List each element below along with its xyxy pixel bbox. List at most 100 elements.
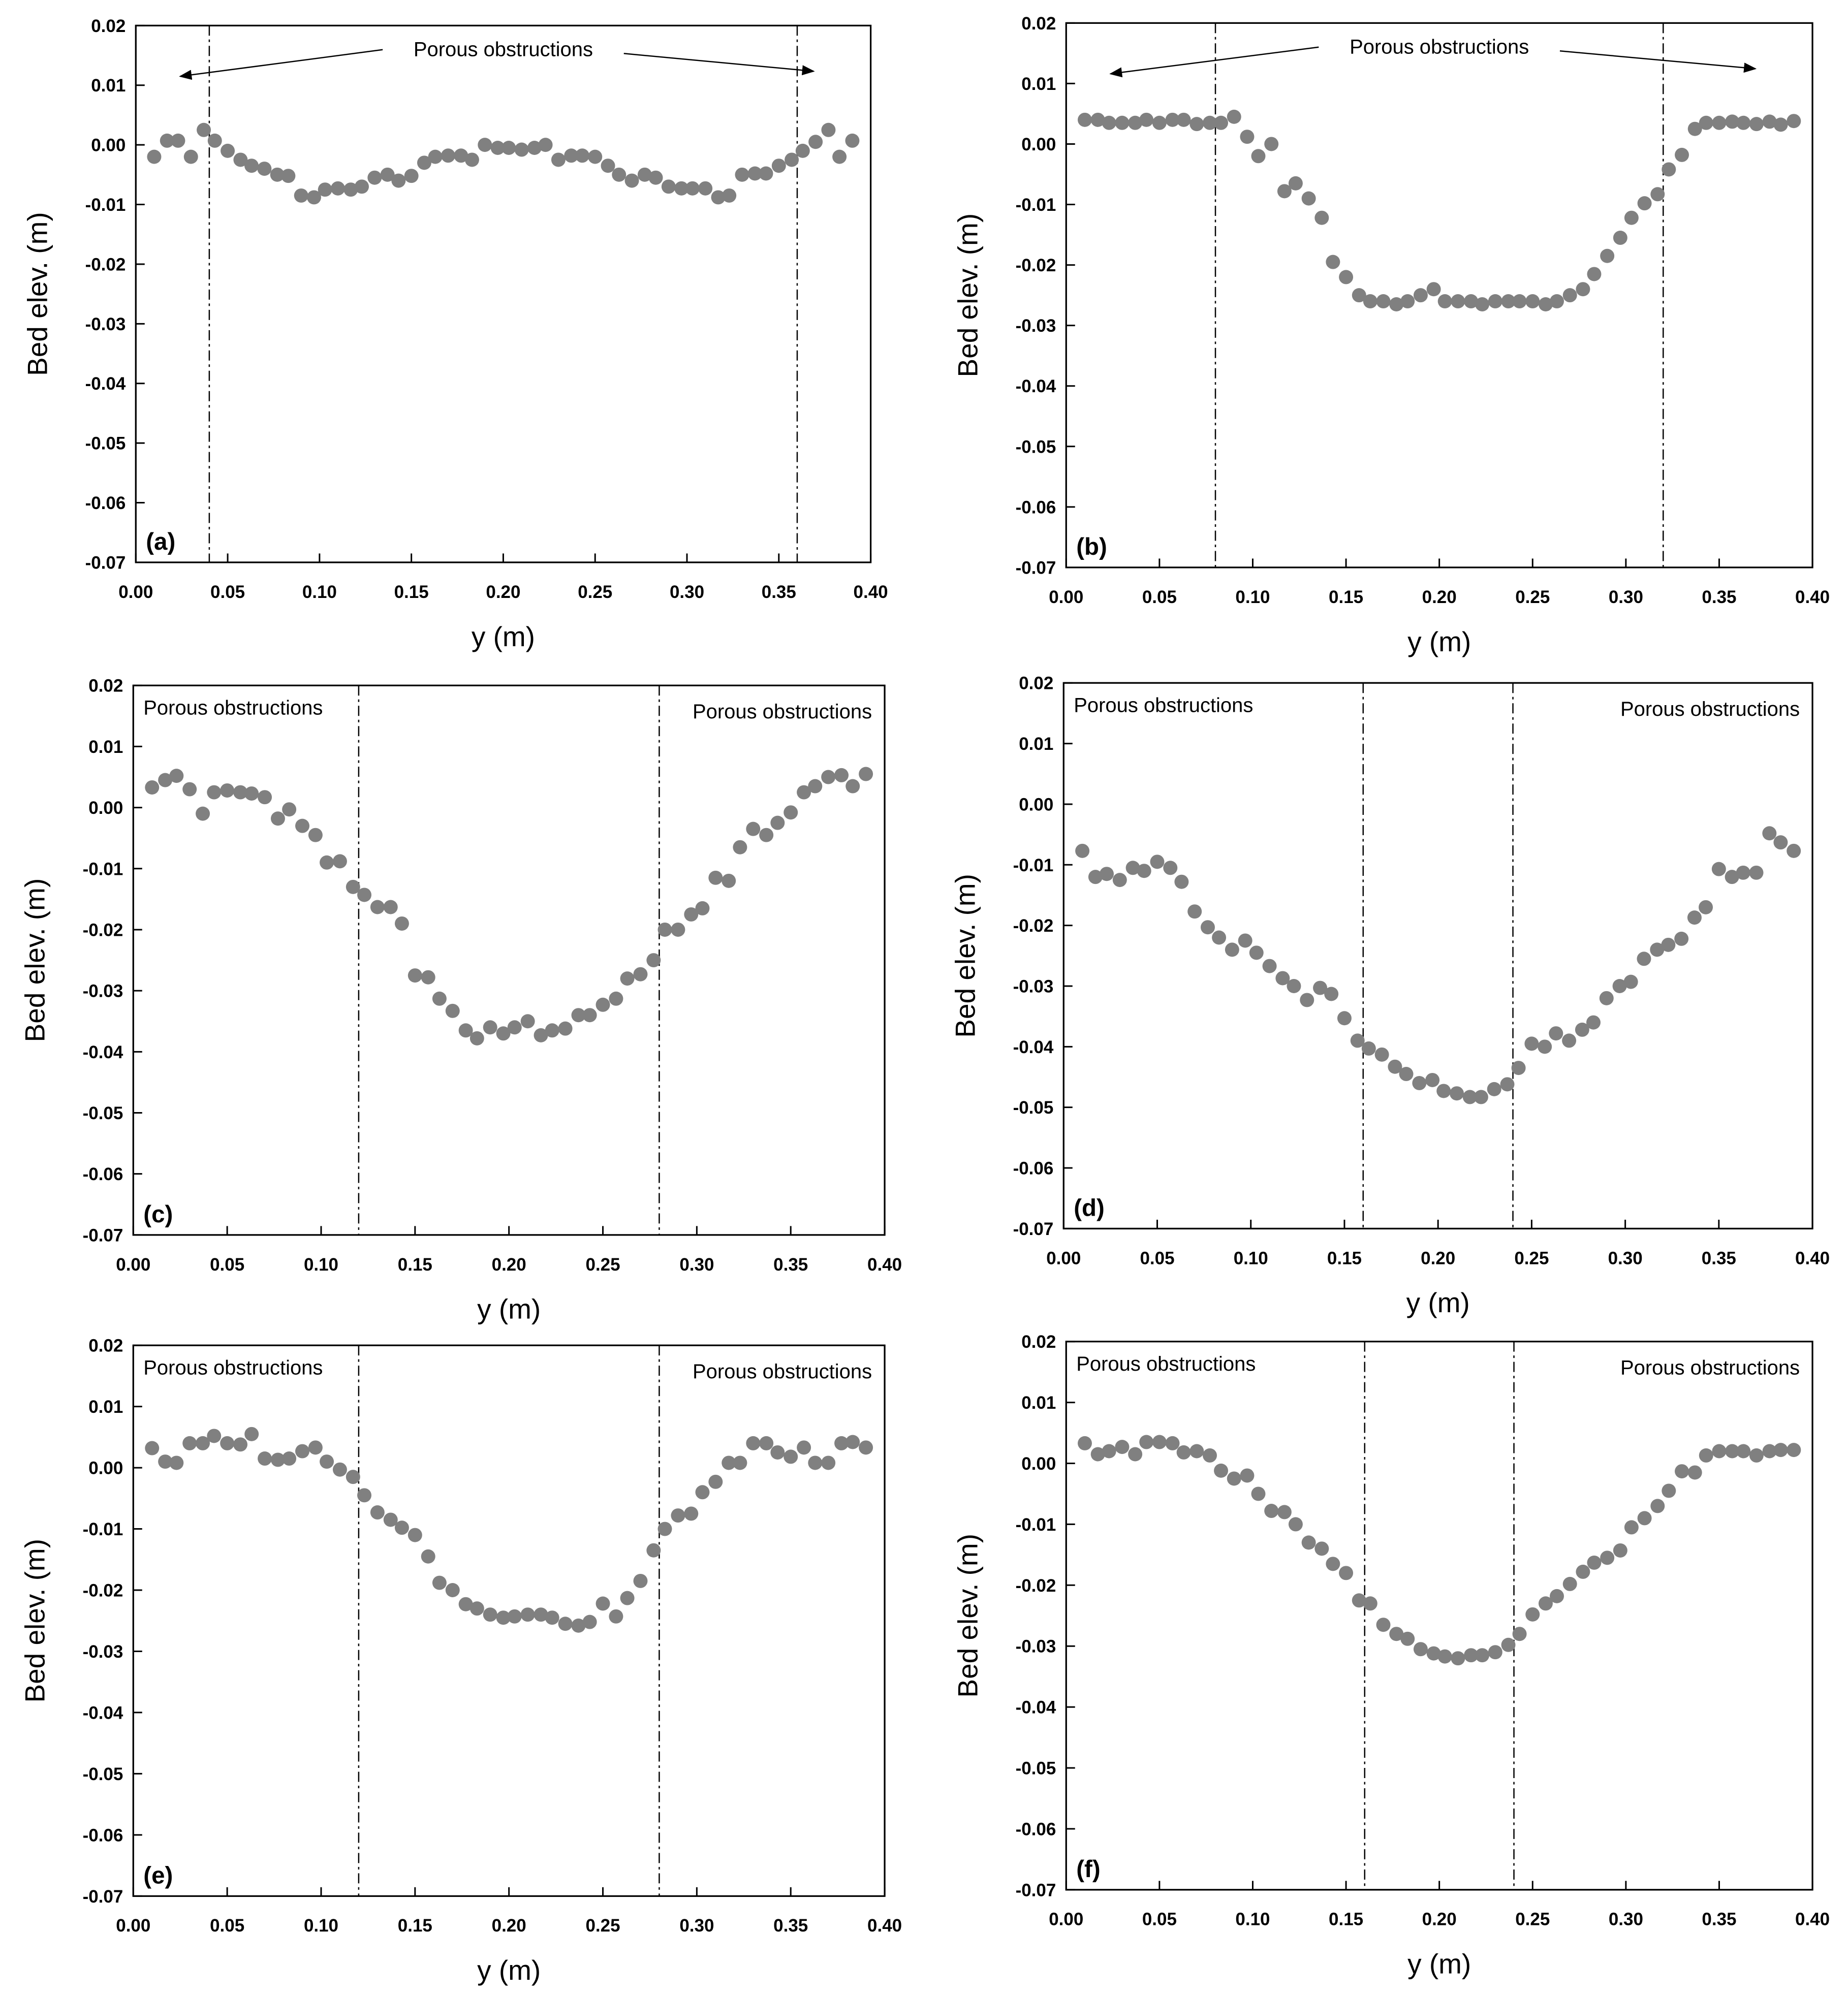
y-tick-label: -0.04	[1013, 1037, 1054, 1057]
point	[1587, 1555, 1602, 1570]
point	[1125, 861, 1140, 875]
y-tick-label: -0.01	[1016, 195, 1056, 215]
point	[695, 1485, 710, 1500]
annotation: Porous obstructions	[693, 1360, 872, 1383]
point	[1277, 1505, 1292, 1520]
y-tick-label: 0.01	[1021, 1393, 1056, 1413]
y-tick-label: 0.02	[1021, 1332, 1056, 1352]
x-tick-label: 0.00	[1046, 1248, 1081, 1268]
point	[1363, 294, 1377, 309]
point	[496, 1026, 511, 1041]
point	[1339, 1566, 1354, 1580]
annotation-arrow	[179, 49, 383, 80]
y-tick-label: -0.06	[1013, 1159, 1054, 1179]
point	[1102, 115, 1116, 130]
point	[257, 162, 272, 176]
point	[454, 148, 468, 163]
point	[1623, 974, 1638, 989]
panel: 0.00 0.05 0.10 0.15 0.20 0.25 0.30 0.35 0.40 0.02…	[952, 14, 1830, 657]
point	[1426, 1646, 1441, 1661]
point	[1538, 297, 1553, 311]
point	[1361, 1041, 1376, 1056]
point	[633, 1573, 648, 1588]
y-tick-label: -0.07	[83, 1887, 123, 1907]
point	[1464, 294, 1479, 309]
x-tick-label: 0.35	[1702, 1910, 1736, 1929]
point	[318, 182, 332, 197]
point	[1115, 1440, 1130, 1454]
point	[1165, 1436, 1180, 1450]
point	[1613, 1543, 1627, 1558]
y-tick-label: -0.05	[1013, 1098, 1054, 1118]
y-tick-label: 0.02	[88, 1336, 123, 1356]
point	[391, 173, 406, 188]
point	[421, 970, 435, 985]
point	[1575, 1022, 1589, 1037]
point	[545, 1610, 559, 1625]
y-tick-label: -0.06	[1016, 497, 1056, 517]
point	[571, 1618, 586, 1633]
annotation-arrow	[623, 53, 815, 76]
point	[1102, 1444, 1116, 1459]
x-tick-label: 0.40	[1795, 1910, 1830, 1929]
point	[1749, 117, 1764, 132]
x-tick-label: 0.35	[773, 1916, 808, 1936]
point	[1474, 1090, 1488, 1104]
point	[671, 922, 685, 937]
point	[171, 133, 185, 148]
plot-frame	[1065, 22, 1813, 568]
point	[1100, 867, 1114, 881]
y-tick-label: -0.02	[83, 920, 123, 940]
point	[383, 900, 398, 914]
point	[1203, 115, 1217, 130]
point	[1090, 1447, 1105, 1462]
y-tick-label: -0.03	[1016, 316, 1056, 336]
point	[1736, 1444, 1751, 1459]
x-tick-label: 0.05	[1140, 1248, 1174, 1268]
x-tick-label: 0.05	[1142, 587, 1177, 607]
point	[445, 1003, 460, 1018]
point	[1088, 870, 1103, 884]
point	[1773, 117, 1788, 132]
point	[160, 133, 174, 148]
point	[507, 1609, 522, 1624]
point	[145, 780, 160, 795]
y-tick-label: 0.01	[88, 1397, 123, 1417]
plot-frame	[135, 24, 872, 563]
point	[380, 167, 395, 182]
point	[1501, 294, 1516, 309]
point	[1624, 210, 1639, 225]
point	[1637, 196, 1652, 211]
y-tick-label: -0.07	[85, 553, 126, 573]
point	[1326, 1557, 1340, 1571]
point	[1240, 130, 1255, 144]
x-tick-label: 0.35	[1702, 1248, 1736, 1268]
point	[1413, 1642, 1428, 1657]
point	[483, 1607, 497, 1622]
point	[207, 785, 222, 800]
y-tick-label: 0.00	[1021, 1454, 1056, 1474]
x-tick-label: 0.20	[486, 582, 520, 602]
x-tick-label: 0.40	[1795, 1248, 1830, 1268]
x-tick-label: 0.10	[1234, 1248, 1268, 1268]
point	[1400, 294, 1415, 309]
point	[735, 167, 749, 182]
point	[1301, 191, 1316, 206]
point	[770, 815, 785, 830]
point	[417, 155, 431, 170]
point	[1176, 112, 1191, 127]
point	[1451, 294, 1465, 309]
point	[1512, 1627, 1527, 1641]
point	[845, 133, 860, 148]
point	[220, 1436, 235, 1450]
point	[797, 1440, 811, 1455]
point	[1712, 1444, 1727, 1459]
point	[370, 1505, 385, 1520]
point	[596, 1596, 610, 1611]
x-tick-label: 0.20	[492, 1916, 526, 1936]
x-axis-label: y (m)	[477, 1293, 541, 1325]
point	[1773, 1443, 1788, 1458]
point	[624, 173, 639, 188]
x-axis-label: y (m)	[1406, 1287, 1470, 1318]
x-tick-label: 0.25	[578, 582, 612, 602]
